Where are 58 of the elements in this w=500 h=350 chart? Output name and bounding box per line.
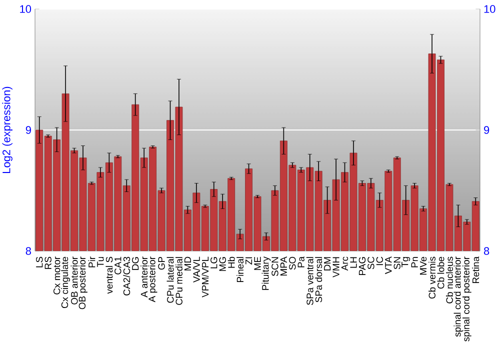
x-tick-label: OB anterior xyxy=(70,256,78,304)
y2-tick-label: 8 xyxy=(484,247,490,255)
x-tick-label: VMH xyxy=(332,257,340,278)
x-tick-label: Cx motor xyxy=(53,256,60,294)
x-tick-label: RS xyxy=(44,256,52,269)
x-tick-label: MG xyxy=(219,257,226,271)
x-tick-label: SPa dorsal xyxy=(315,257,322,302)
x-tick-label: SCN xyxy=(272,257,278,276)
x-tick-label: spinal cord posterior xyxy=(462,256,472,342)
x-tick-label: Tg xyxy=(402,257,410,268)
x-tick-label: spinal cord anterior xyxy=(454,256,463,337)
x-tick-label: Hb xyxy=(228,256,235,268)
y-tick-label: 8 xyxy=(26,247,31,255)
x-tick-label: Arc xyxy=(341,256,348,271)
x-tick-label: MVe xyxy=(420,256,427,275)
x-tick-label: Pn xyxy=(411,257,418,268)
x-tick-label: ME xyxy=(254,256,261,270)
x-tick-label: MPA xyxy=(280,256,287,276)
x-tick-label: ventral S xyxy=(106,256,113,294)
x-tick-label: Pir xyxy=(88,256,96,268)
x-tick-label: SC xyxy=(368,256,374,270)
x-tick-label: CA2/CA3 xyxy=(123,256,130,296)
y2-tick-label: 10 xyxy=(484,5,496,13)
x-tick-label: OB posterior xyxy=(78,256,88,310)
x-tick-label: Pituitary xyxy=(262,256,271,290)
x-tick-label: A posterior xyxy=(148,256,158,302)
y2-tick-label: 9 xyxy=(484,126,490,134)
x-tick-label: Cb nucleus xyxy=(446,256,453,304)
x-tick-label: Cb lobe xyxy=(437,256,444,289)
x-tick-label: LG xyxy=(210,257,218,268)
x-tick-label: Cx cingulate xyxy=(61,256,70,308)
x-tick-label: A anterior xyxy=(140,256,148,298)
x-tick-label: Retina xyxy=(472,256,480,284)
x-tick-label: LH xyxy=(350,257,357,268)
x-tick-label: DM xyxy=(324,257,331,270)
x-tick-label: VA/VL xyxy=(192,256,200,283)
x-tick-label: DG xyxy=(132,257,139,270)
x-tick-label: Pa xyxy=(298,256,304,268)
x-tick-label: Cb vermis xyxy=(428,256,436,299)
x-tick-label: VPM/VPL xyxy=(202,256,209,298)
x-tick-label: Pineal xyxy=(236,257,244,282)
x-tick-label: ZI xyxy=(246,257,252,265)
x-tick-label: SO xyxy=(289,256,296,270)
x-tick-label: SPa ventral xyxy=(306,257,314,305)
y-tick-label: 9 xyxy=(26,126,31,134)
y-axis-title: Log2 (expression) xyxy=(2,86,12,173)
x-tick-label: CPu medial xyxy=(175,257,182,305)
x-tick-label: LS xyxy=(36,256,43,268)
x-tick-label: PAG xyxy=(358,257,366,275)
x-tick-label: MD xyxy=(184,256,191,270)
x-tick-label: CA1 xyxy=(114,256,122,274)
x-tick-label: VTA xyxy=(385,256,392,274)
x-tick-label: SN xyxy=(394,257,400,270)
y-tick-label: 10 xyxy=(20,5,32,13)
x-tick-label: CPu lateral xyxy=(166,257,174,303)
x-tick-label: GP xyxy=(158,256,165,270)
x-tick-label: Tu xyxy=(97,257,104,267)
x-tick-label: IC xyxy=(376,256,384,266)
